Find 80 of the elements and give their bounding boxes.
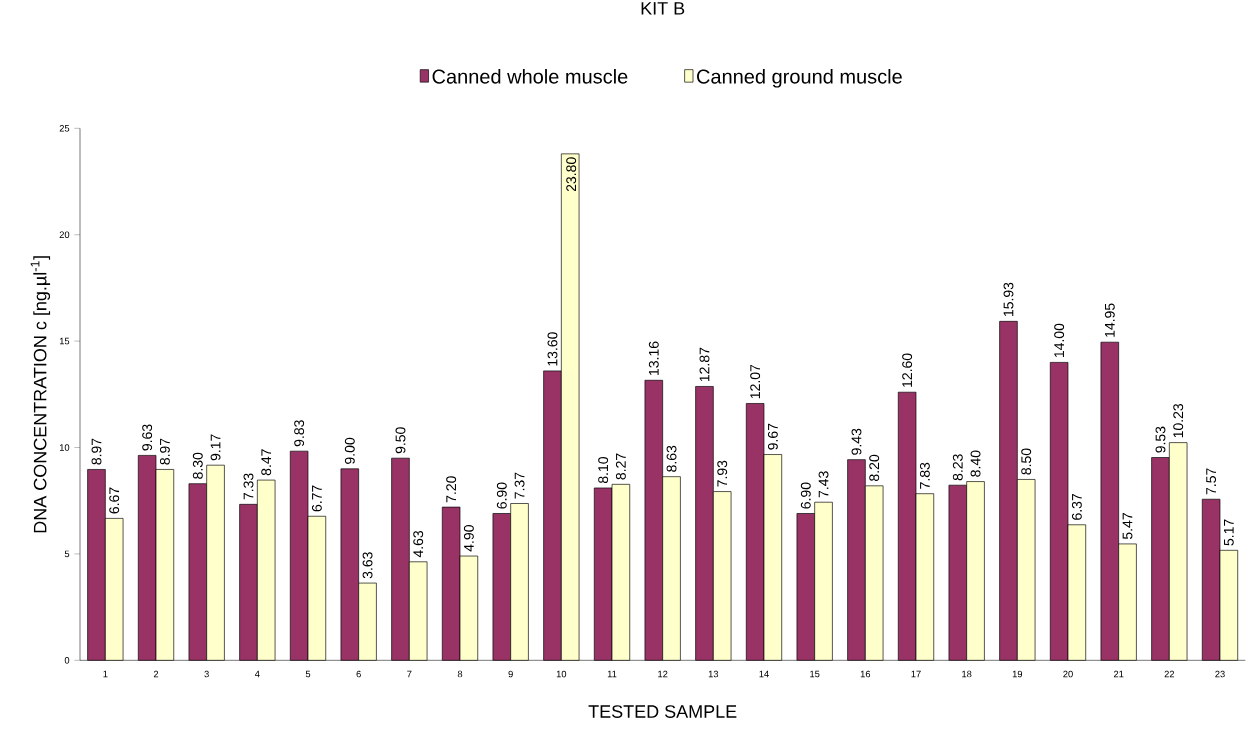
data-label: 6.67 [109, 487, 120, 514]
x-tick-label: 2 [153, 670, 159, 678]
x-tick-label: 14 [759, 670, 769, 678]
y-tick-label: 20 [59, 231, 70, 239]
x-tick-label: 1 [103, 670, 108, 678]
x-axis-title: TESTED SAMPLE [588, 705, 737, 718]
x-tick-label: 21 [1113, 670, 1124, 678]
x-tick-label: 15 [810, 670, 820, 678]
data-label: 8.30 [192, 452, 203, 479]
data-label: 9.83 [294, 420, 305, 447]
data-label: 8.47 [261, 449, 272, 476]
data-label: 6.37 [1071, 493, 1082, 520]
data-label: 8.63 [666, 445, 677, 472]
legend-label: Canned ground muscle [697, 68, 902, 88]
data-label: 9.63 [142, 424, 153, 451]
data-label: 10.23 [1173, 403, 1184, 438]
x-tick-label: 10 [556, 670, 567, 678]
data-label: 9.50 [395, 427, 406, 454]
data-label: 6.77 [311, 485, 322, 512]
data-label: 8.50 [1021, 448, 1032, 475]
data-label: 14.00 [1054, 323, 1065, 358]
y-tick-label: 15 [59, 337, 70, 345]
data-label: 4.63 [413, 530, 424, 558]
x-tick-label: 5 [305, 670, 311, 678]
x-tick-label: 16 [860, 670, 871, 678]
data-label: 14.95 [1104, 303, 1115, 337]
data-label: 5.47 [1122, 513, 1133, 540]
x-tick-label: 6 [356, 670, 361, 678]
data-label: 12.07 [750, 364, 761, 399]
legend-label: Canned whole muscle [432, 68, 628, 84]
data-label: 3.63 [362, 552, 373, 579]
y-tick-label: 10 [59, 444, 70, 451]
x-tick-label: 20 [1063, 670, 1073, 678]
data-label: 8.27 [615, 453, 626, 480]
x-tick-label: 13 [708, 670, 719, 678]
data-label: 7.20 [446, 476, 457, 503]
data-label: 9.53 [1155, 426, 1166, 453]
data-label: 8.97 [159, 438, 170, 465]
x-tick-label: 22 [1164, 670, 1175, 678]
data-label: 7.83 [919, 462, 930, 489]
x-tick-label: 23 [1215, 670, 1225, 678]
chart-title: KIT B [641, 2, 685, 15]
data-label: 9.17 [210, 434, 221, 461]
data-label: 8.10 [598, 456, 609, 484]
data-label: 7.37 [514, 472, 525, 499]
x-tick-label: 12 [658, 670, 668, 678]
x-tick-label: 8 [457, 670, 463, 678]
data-label: 6.90 [800, 482, 811, 509]
x-tick-label: 11 [607, 670, 617, 678]
data-label: 12.87 [699, 347, 710, 382]
data-label: 12.60 [902, 353, 913, 387]
data-label: 8.97 [91, 438, 102, 465]
data-label: 7.57 [1206, 468, 1217, 495]
data-label: 6.90 [496, 482, 507, 509]
x-tick-label: 3 [204, 670, 209, 678]
data-label: 5.17 [1223, 519, 1234, 546]
x-tick-label: 9 [508, 670, 513, 678]
data-label: 13.16 [648, 341, 659, 375]
data-label: 15.93 [1003, 282, 1014, 316]
x-tick-label: 18 [962, 670, 972, 678]
x-tick-label: 7 [407, 670, 412, 678]
data-label: 8.40 [970, 450, 981, 477]
data-label: 9.43 [851, 428, 862, 455]
data-label: 8.20 [869, 454, 880, 481]
data-label: 13.60 [547, 332, 558, 366]
data-label: 23.80 [566, 157, 577, 192]
data-label: 7.43 [818, 471, 829, 498]
x-tick-label: 4 [254, 670, 260, 678]
data-label: 9.67 [767, 423, 778, 450]
data-label: 9.00 [344, 437, 355, 464]
data-label: 7.93 [717, 460, 728, 487]
data-label: 7.33 [243, 473, 254, 500]
y-tick-label: 25 [59, 125, 70, 132]
data-label: 8.23 [952, 454, 963, 481]
y-axis-title: DNA CONCENTRATION c [ng.µl$^{-1}$] [30, 256, 51, 533]
y-tick-label: 5 [64, 550, 70, 558]
y-tick-label: 0 [64, 657, 70, 664]
data-label: 4.90 [463, 525, 474, 552]
x-tick-label: 19 [1012, 670, 1023, 678]
x-tick-label: 17 [911, 670, 921, 678]
